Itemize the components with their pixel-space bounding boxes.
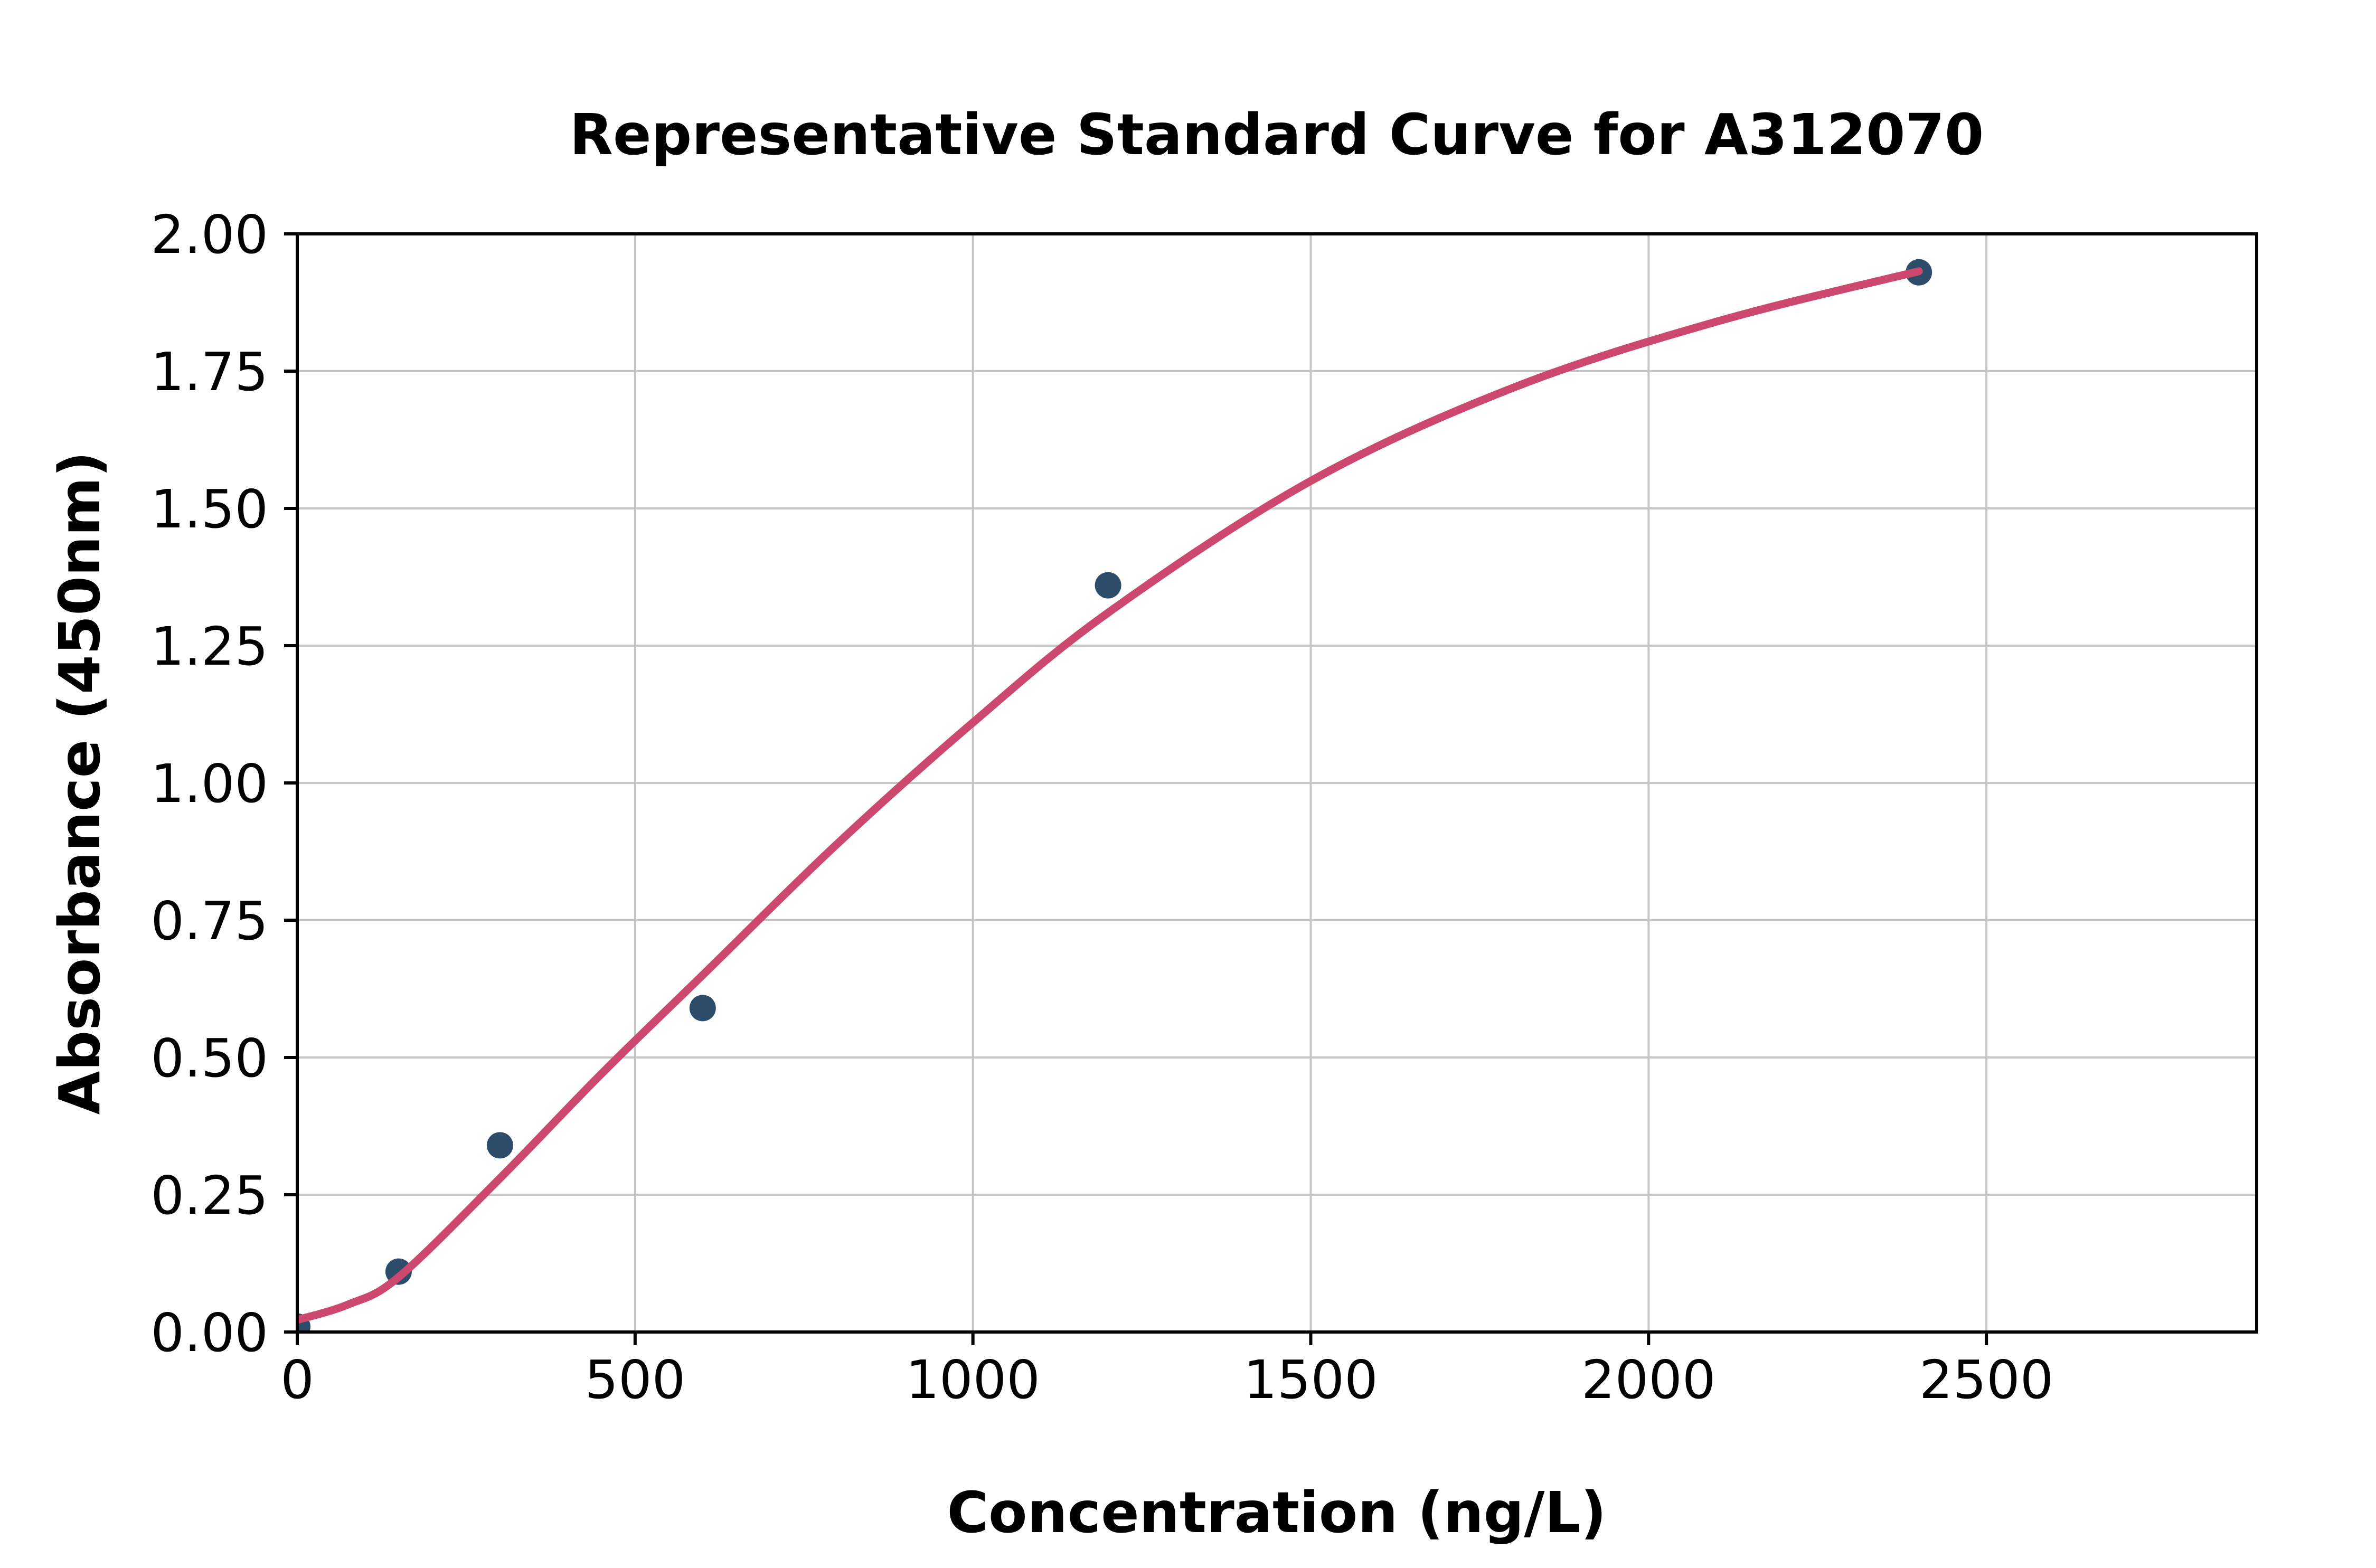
x-tick-label: 1500 <box>1243 1349 1378 1411</box>
y-tick-label: 0.25 <box>150 1165 268 1226</box>
y-tick-label: 1.75 <box>150 341 268 403</box>
y-tick-label: 0.75 <box>150 890 268 952</box>
y-tick-label: 1.25 <box>150 616 268 677</box>
y-tick-label: 0.00 <box>150 1302 268 1364</box>
gridline-layer <box>296 233 2257 1333</box>
y-tick-label: 1.00 <box>150 753 268 815</box>
x-tick-label: 2000 <box>1581 1349 1716 1411</box>
y-tick-label: 1.50 <box>150 478 268 540</box>
tick-label-layer: 0 500 1000 1500 2000 2500 0.00 0.25 0.50 0.75 1.00… <box>150 204 2053 1411</box>
tick-layer <box>284 232 1988 1345</box>
y-tick-label: 2.00 <box>150 204 268 266</box>
x-axis-label: Concentration (ng/L) <box>947 1480 1606 1546</box>
data-point <box>1095 572 1121 599</box>
y-axis-label: Absorbance (450nm) <box>48 451 113 1114</box>
x-tick-label: 500 <box>584 1349 685 1411</box>
fit-curve <box>297 267 1923 1324</box>
data-point <box>486 1132 513 1159</box>
x-tick-label: 2500 <box>1919 1349 2054 1411</box>
series-layer <box>297 259 1932 1332</box>
x-tick-label: 1000 <box>906 1349 1040 1411</box>
x-tick-label: 0 <box>280 1349 314 1411</box>
y-tick-label: 0.50 <box>150 1027 268 1089</box>
chart-title: Representative Standard Curve for A31207… <box>570 102 1984 168</box>
data-point <box>689 995 716 1022</box>
